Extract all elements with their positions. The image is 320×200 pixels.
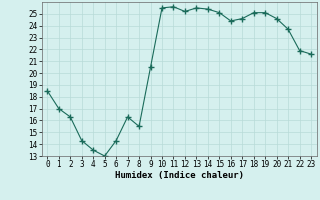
X-axis label: Humidex (Indice chaleur): Humidex (Indice chaleur) <box>115 171 244 180</box>
